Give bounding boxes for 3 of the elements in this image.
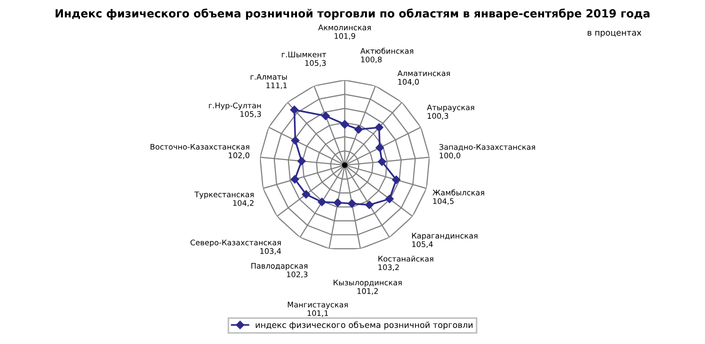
legend-label: индекс физического объема розничной торговли [256,321,472,330]
text: в процентах [588,30,642,38]
chart-title: Индекс физического объема розничной торговли по областям в январе-сентябре 2019 года [56,8,650,20]
